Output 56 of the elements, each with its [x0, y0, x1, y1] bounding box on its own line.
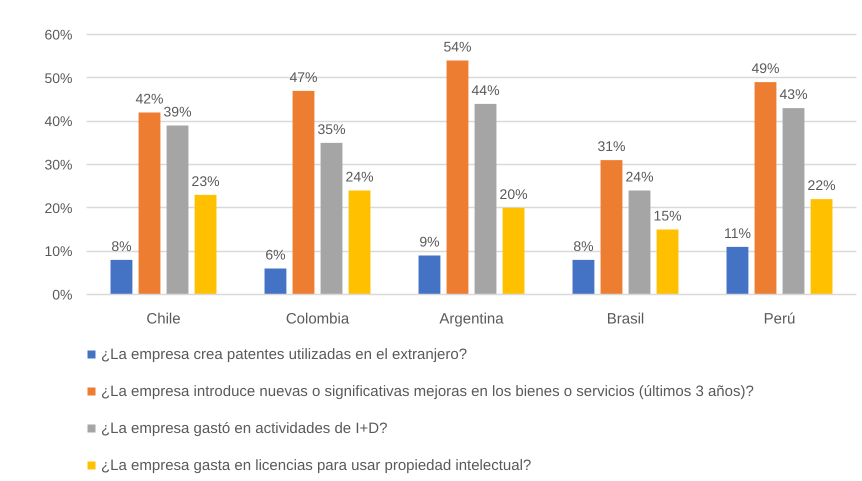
bar: [292, 90, 314, 294]
data-label: 35%: [318, 120, 346, 137]
data-label: 15%: [654, 208, 682, 224]
y-tick-label: 0%: [52, 286, 72, 302]
legend-label: ¿La empresa introduce nuevas o significativas mejoras en los bienes o servicios (últimos 3 años)?: [101, 382, 754, 401]
data-label: 39%: [164, 104, 192, 120]
bar: [628, 190, 650, 294]
x-tick-label: Chile: [146, 310, 181, 328]
y-tick-label: 30%: [44, 156, 73, 172]
bar: [474, 104, 496, 294]
bar: [138, 112, 160, 294]
data-label: 42%: [135, 90, 164, 106]
data-label: 24%: [626, 168, 654, 184]
bar: [110, 260, 132, 294]
data-label: 43%: [780, 86, 808, 102]
bar: [194, 194, 216, 294]
data-label: 22%: [808, 177, 836, 194]
bar: [502, 208, 524, 294]
y-tick-label: 20%: [44, 200, 73, 216]
legend-label: ¿La empresa crea patentes utilizadas en el extranjero?: [101, 344, 468, 364]
bar: [166, 126, 188, 294]
bar: [418, 256, 440, 294]
y-tick-label: 60%: [44, 26, 73, 42]
x-tick-label: Brasil: [606, 310, 644, 328]
x-tick-label: Colombia: [286, 310, 350, 328]
data-label: 8%: [573, 238, 594, 254]
bar: [754, 82, 776, 294]
x-tick-label: Perú: [764, 310, 796, 328]
y-tick-label: 40%: [44, 113, 73, 130]
bar: [264, 268, 286, 294]
x-tick-label: Argentina: [439, 310, 504, 328]
bar: [656, 230, 678, 294]
bar: [782, 108, 804, 294]
data-label: 47%: [289, 68, 318, 85]
bar: [348, 190, 370, 294]
data-label: 44%: [472, 82, 500, 98]
legend-label: ¿La empresa gasta en licencias para usar propiedad intelectual?: [101, 456, 532, 475]
bar: [446, 60, 468, 294]
bar: [572, 260, 594, 294]
data-label: 24%: [346, 168, 374, 184]
y-tick-label: 10%: [44, 243, 73, 260]
data-label: 49%: [751, 60, 780, 76]
data-label: 20%: [500, 186, 528, 202]
data-label: 31%: [597, 138, 626, 154]
y-tick-label: 50%: [44, 70, 73, 86]
bar: [810, 199, 832, 294]
bar: [320, 142, 342, 294]
data-label: 9%: [419, 234, 440, 250]
legend-label: ¿La empresa gastó en actividades de I+D?: [101, 418, 388, 438]
bar: [726, 246, 748, 294]
data-label: 23%: [192, 172, 220, 189]
bar: [600, 160, 622, 294]
data-label: 8%: [111, 238, 132, 254]
data-label: 11%: [724, 224, 751, 241]
data-label: 6%: [265, 246, 286, 262]
data-label: 54%: [443, 38, 472, 54]
